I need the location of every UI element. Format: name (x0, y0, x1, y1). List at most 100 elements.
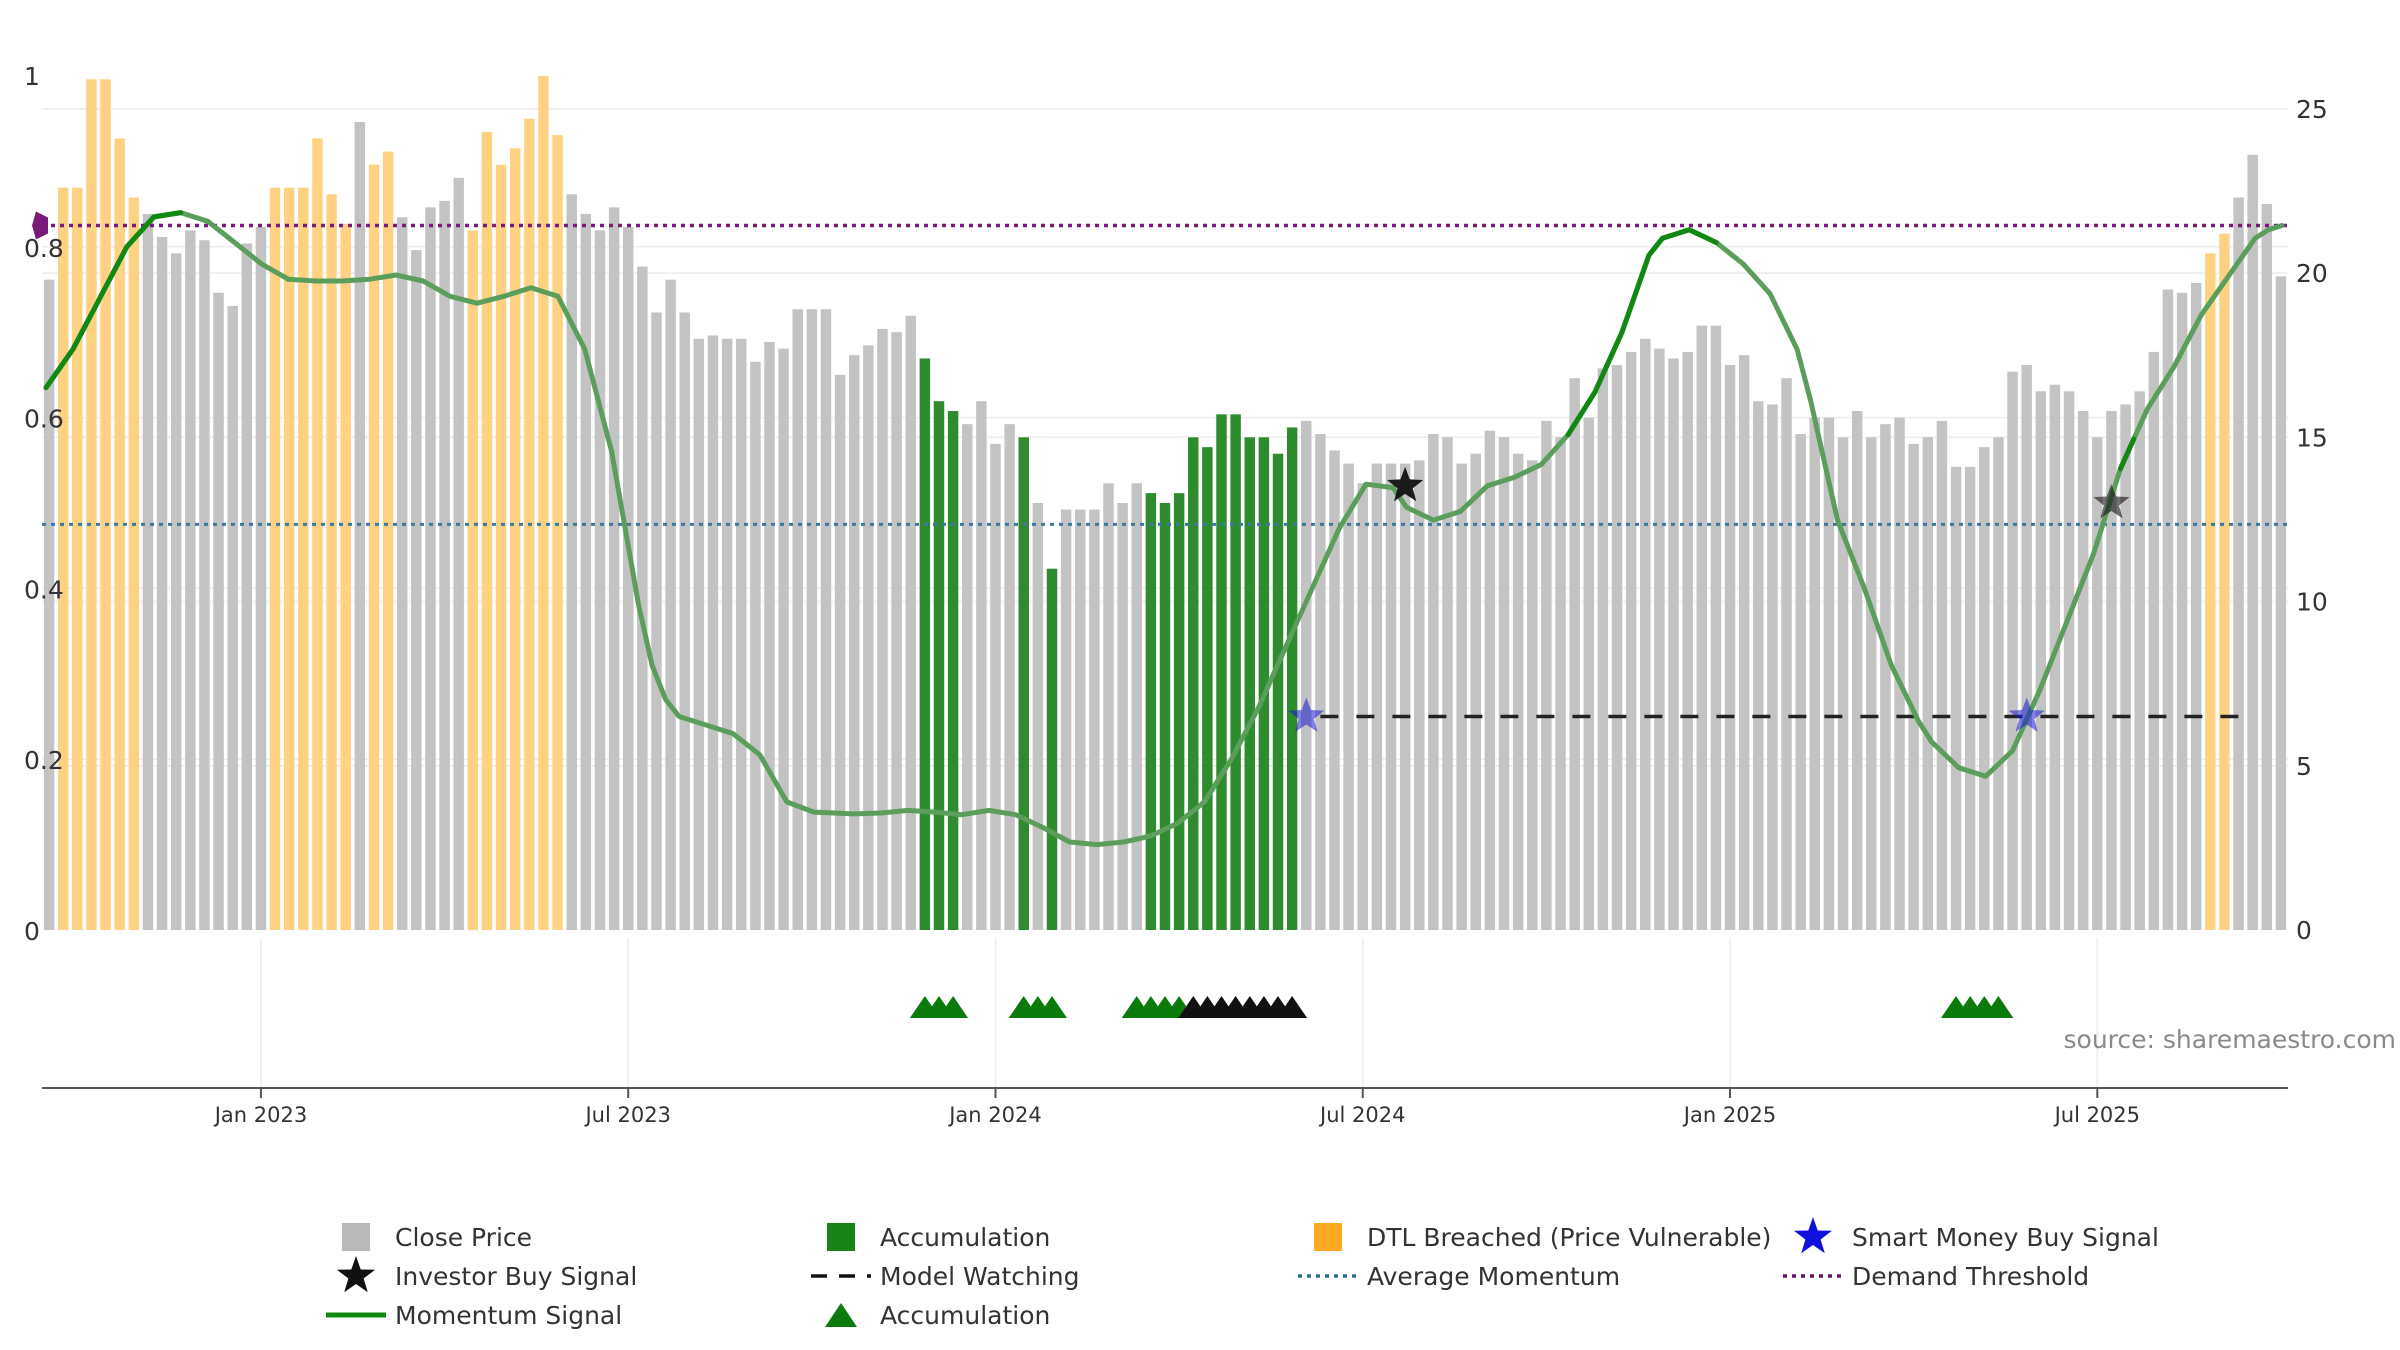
close-price-bar (1993, 437, 2004, 930)
close-price-bar (1583, 417, 1594, 931)
close-price-bar (1343, 463, 1354, 930)
accumulation-triangle (938, 996, 969, 1018)
close-price-bar (990, 443, 1001, 930)
close-price-bar (2162, 289, 2174, 930)
close-price-bar (1781, 378, 1792, 930)
close-price-bar (1414, 460, 1425, 930)
close-price-bar (1103, 483, 1114, 930)
close-price-bar (1979, 447, 1990, 930)
close-price-bar (877, 328, 888, 930)
legend-square-icon (342, 1223, 370, 1251)
close-price-bar (213, 292, 224, 930)
accumulation-bar (1018, 437, 1029, 930)
close-price-bar (2275, 276, 2287, 930)
right-axis-tick-label: 0 (2296, 916, 2312, 945)
close-price-bar (2120, 404, 2131, 931)
legend-entry: Momentum Signal (326, 1301, 622, 1330)
accumulation-bar (1188, 437, 1199, 930)
accumulation-triangle (1037, 996, 1067, 1018)
close-price-bar (1357, 483, 1368, 930)
close-price-bar (1301, 420, 1312, 930)
x-tick-label: Jan 2025 (1682, 1103, 1777, 1127)
accumulation-bar (1258, 437, 1270, 930)
close-price-bar (2035, 391, 2047, 930)
close-price-bar (863, 345, 874, 931)
close-price-bar (665, 279, 676, 930)
close-price-bar (1964, 466, 1976, 930)
legend-entry: Accumulation (827, 1223, 1050, 1252)
left-axis-tick-label: 0.2 (24, 746, 64, 775)
close-price-bar (1442, 437, 1453, 930)
close-price-bar (425, 207, 436, 930)
close-price-bar (1541, 420, 1552, 930)
legend-label: Average Momentum (1367, 1262, 1620, 1291)
close-price-bar (764, 342, 775, 930)
close-price-bar (891, 332, 902, 930)
close-price-bar (1004, 424, 1015, 930)
legend-square-icon (827, 1223, 855, 1251)
close-price-bar (1555, 437, 1566, 930)
legend-star-icon (337, 1256, 375, 1293)
right-axis-tick-label: 5 (2296, 752, 2312, 781)
left-axis-tick-label: 0.8 (24, 234, 64, 263)
close-price-bar (1866, 437, 1877, 930)
close-price-bar (2190, 282, 2202, 930)
dtl-breached-bar (100, 79, 111, 930)
legend-entry: Accumulation (825, 1301, 1050, 1330)
dtl-breached-bar (326, 194, 337, 930)
close-price-bar (1753, 401, 1764, 930)
legend-entry: Demand Threshold (1783, 1262, 2089, 1291)
dtl-breached-bar (283, 187, 295, 930)
legend-label: Accumulation (880, 1223, 1050, 1252)
x-tick-label: Jul 2023 (583, 1103, 670, 1127)
close-price-bar (962, 424, 973, 930)
accumulation-bar (1046, 568, 1058, 930)
close-price-bar (1597, 368, 1609, 931)
x-tick-label: Jul 2024 (1318, 1103, 1405, 1127)
close-price-bar (1060, 509, 1072, 930)
close-price-bar (594, 230, 606, 930)
accumulation-bar (933, 401, 945, 930)
close-price-bar (1851, 411, 1863, 930)
close-price-bar (1696, 325, 1707, 930)
legend-label: Model Watching (880, 1262, 1080, 1291)
legend-entry: DTL Breached (Price Vulnerable) (1314, 1223, 1771, 1252)
close-price-bar (1767, 404, 1778, 931)
close-price-bar (255, 227, 267, 931)
dtl-breached-bar (538, 76, 549, 930)
close-price-bar (1795, 434, 1806, 930)
close-price-bar (1399, 463, 1411, 930)
dtl-breached-bar (128, 197, 140, 930)
close-price-bar (1654, 348, 1665, 930)
legend-label: DTL Breached (Price Vulnerable) (1367, 1223, 1771, 1252)
close-price-bar (721, 338, 733, 930)
close-price-bar (411, 250, 422, 930)
dtl-breached-bar (72, 187, 83, 930)
close-price-bar (1908, 443, 1919, 930)
close-price-bar (693, 338, 705, 930)
close-price-bar (1512, 453, 1524, 930)
x-tick-label: Jan 2023 (213, 1103, 308, 1127)
bars-layer (43, 76, 2287, 931)
close-price-bar (806, 309, 818, 931)
close-price-bar (905, 315, 916, 930)
close-price-bar (1682, 351, 1693, 930)
accumulation-triangle (1983, 996, 2014, 1018)
left-axis-top-label: 1 (24, 62, 40, 91)
close-price-bar (1131, 483, 1142, 930)
left-axis-tick-label: 0 (24, 917, 40, 946)
accumulation-bar (1244, 437, 1255, 930)
dtl-breached-bar (495, 164, 507, 930)
close-price-bar (580, 213, 592, 930)
legend-label: Investor Buy Signal (395, 1262, 637, 1291)
close-price-bar (1089, 509, 1100, 930)
close-price-bar (43, 279, 55, 930)
close-price-bar (2233, 197, 2244, 930)
dtl-breached-bar (509, 148, 521, 930)
close-price-bar (354, 121, 366, 931)
momentum-layer (43, 210, 2285, 848)
accumulation-bar (1216, 414, 1227, 930)
close-price-bar (2176, 292, 2188, 930)
close-price-bar (453, 177, 464, 930)
